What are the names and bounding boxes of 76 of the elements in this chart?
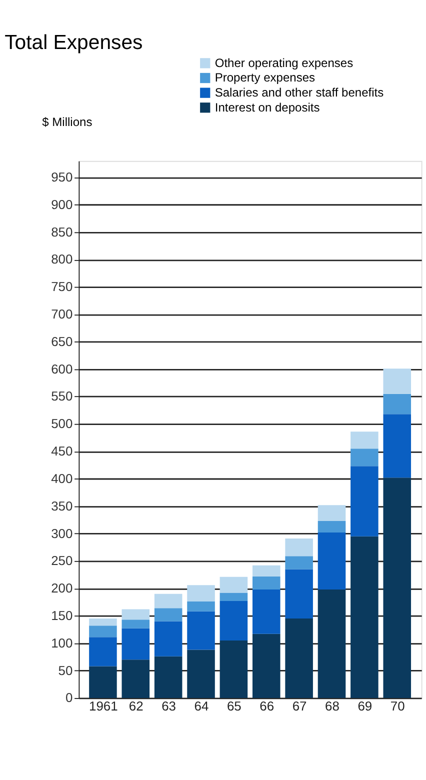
y-tick-label: 500: [51, 416, 73, 432]
y-tick-label: 450: [51, 444, 73, 459]
x-tick-label: 63: [162, 698, 176, 714]
bar: [122, 628, 150, 660]
bar: [187, 650, 215, 698]
bar: [350, 536, 378, 698]
x-tick-label: 66: [260, 698, 274, 714]
bar: [89, 637, 117, 666]
bar: [252, 589, 280, 634]
bar: [220, 601, 248, 640]
chart-title: Total Expenses: [4, 32, 143, 54]
x-tick-label: 62: [128, 698, 144, 714]
x-tick-label: 69: [358, 698, 372, 714]
bar: [122, 660, 150, 698]
x-tick-label: 65: [226, 698, 242, 714]
bar: [220, 592, 248, 602]
y-tick-label: 800: [51, 252, 73, 267]
y-tick-label: 650: [51, 334, 73, 349]
bar: [154, 608, 182, 622]
y-tick-label: 600: [51, 361, 73, 376]
bar: [220, 576, 248, 593]
bar: [220, 640, 248, 698]
bar: [252, 576, 280, 590]
x-tick-label: 68: [325, 698, 340, 714]
x-tick-label: 1961: [89, 698, 118, 714]
y-tick-label: 900: [51, 196, 73, 212]
legend-label: Interest on deposits: [214, 100, 320, 114]
bar: [252, 565, 280, 576]
bar: [318, 505, 346, 521]
bar: [252, 634, 280, 698]
bar: [89, 666, 117, 698]
bar: [122, 620, 150, 628]
x-tick-label: 67: [292, 698, 307, 714]
legend-label: Other operating expenses: [214, 56, 354, 70]
bar: [285, 569, 313, 619]
bar: [318, 589, 346, 698]
bar: [383, 414, 412, 478]
x-tick-label: 70: [390, 698, 405, 714]
bar: [187, 585, 215, 602]
y-tick-label: 950: [51, 170, 73, 184]
y-tick-label: 750: [51, 279, 73, 294]
y-tick-label: 150: [51, 608, 73, 623]
y-tick-label: 100: [51, 635, 73, 650]
bar: [154, 594, 182, 608]
bar: [350, 448, 378, 466]
y-axis-title: $ Millions: [42, 115, 92, 130]
bar: [154, 621, 182, 656]
y-tick-label: 550: [51, 388, 73, 404]
bar: [350, 466, 378, 536]
bar: [154, 656, 182, 698]
y-tick-label: 400: [51, 470, 73, 486]
bar: [122, 609, 150, 620]
y-tick-label: 350: [51, 498, 73, 514]
legend-label: Property expenses: [214, 70, 316, 85]
bar: [187, 602, 215, 612]
bar: [318, 520, 346, 532]
bar: [383, 478, 412, 698]
bar: [318, 532, 346, 590]
bar: [285, 618, 313, 698]
legend-label: Salaries and other staff benefits: [214, 86, 384, 100]
bar: [187, 611, 215, 650]
bar: [285, 556, 313, 570]
bar: [285, 538, 313, 556]
y-tick-label: 850: [51, 224, 73, 240]
bar: [383, 368, 412, 394]
bar: [350, 432, 378, 449]
y-tick-label: 50: [58, 662, 73, 678]
y-tick-label: 200: [51, 580, 73, 596]
y-tick-label: 700: [51, 306, 73, 322]
y-tick-label: 250: [51, 553, 73, 568]
y-tick-label: 300: [51, 526, 73, 541]
y-tick-label: 0: [65, 690, 73, 706]
bar: [383, 394, 412, 414]
x-tick-label: 64: [194, 698, 209, 714]
bar: [89, 618, 117, 626]
bar: [89, 626, 117, 638]
